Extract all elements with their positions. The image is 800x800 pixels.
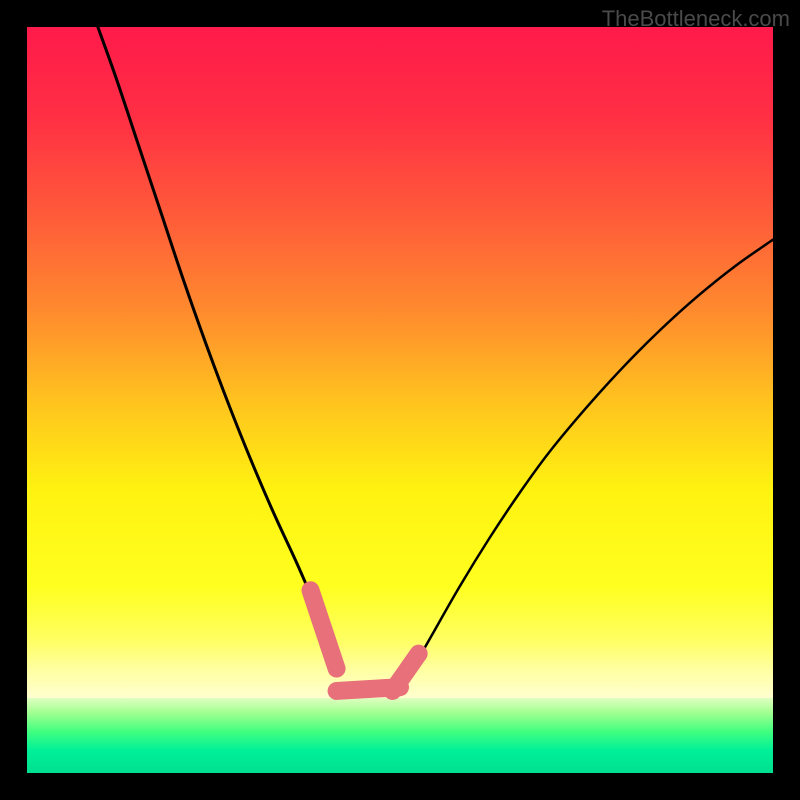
pink-overlay-segment bbox=[310, 590, 336, 668]
chart-svg bbox=[27, 27, 773, 773]
curve-right bbox=[415, 240, 773, 665]
plot-area bbox=[27, 27, 773, 773]
pink-overlay-segment bbox=[393, 654, 419, 691]
pink-overlay-group bbox=[310, 590, 418, 691]
watermark-text: TheBottleneck.com bbox=[602, 6, 790, 32]
curve-left bbox=[98, 27, 322, 616]
